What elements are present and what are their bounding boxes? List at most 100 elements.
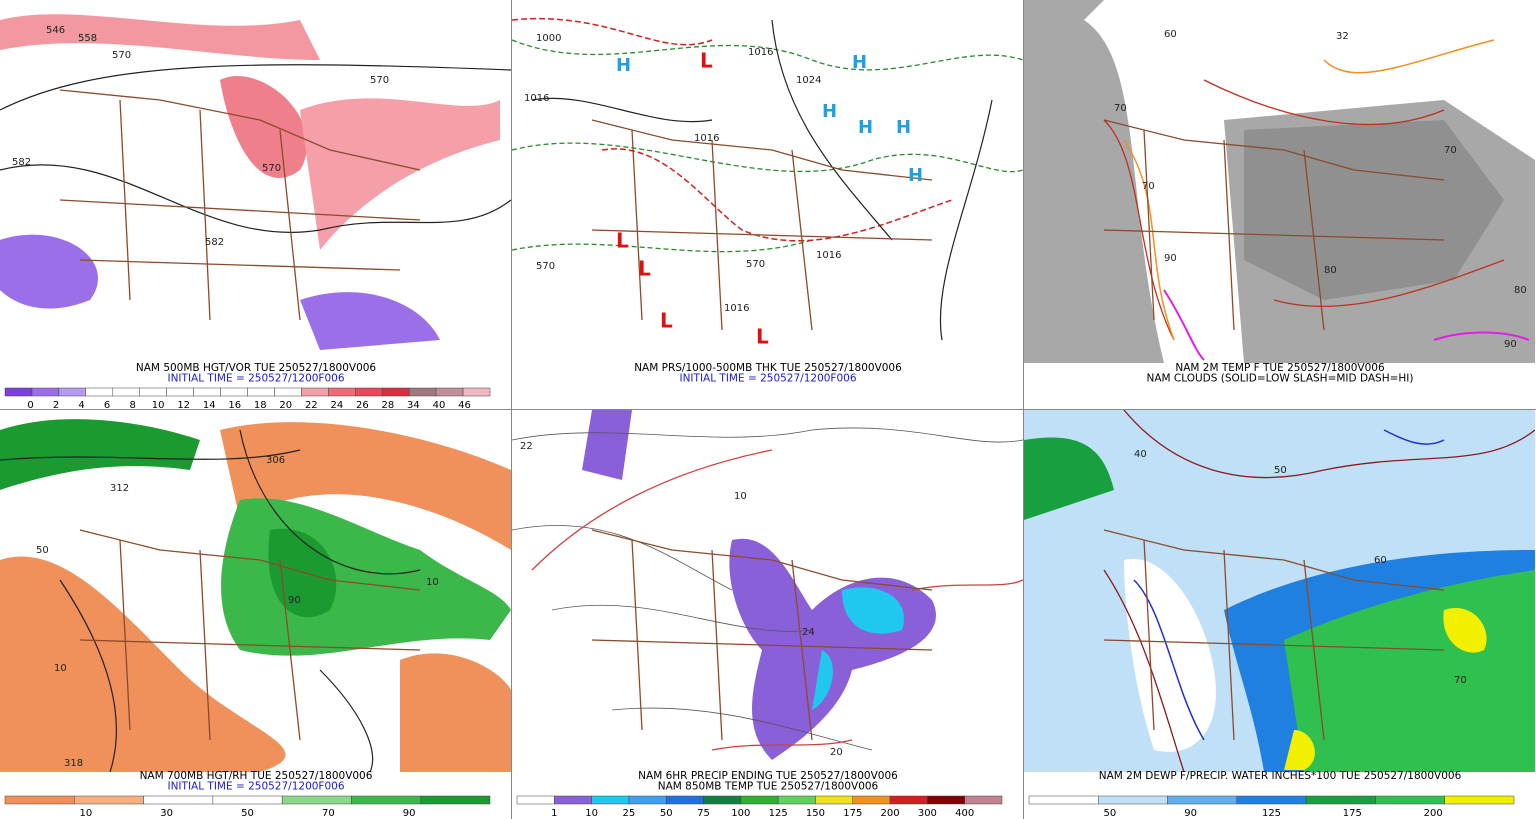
contour	[1133, 429, 1445, 741]
legend-swatch	[143, 795, 214, 805]
legend-label: 175	[843, 808, 862, 819]
vorticity	[300, 98, 500, 250]
map-label: 1016	[724, 303, 749, 314]
legend-label: 20	[279, 400, 292, 409]
clear-area	[1084, 0, 1535, 363]
map-label: 80	[1324, 265, 1337, 276]
map-label: 24	[802, 627, 815, 638]
legend-swatch	[1167, 795, 1238, 805]
panel: 60 70 70 70 80 80 90 90 32 NAM 2M TEMP F…	[1024, 0, 1535, 409]
precip	[812, 587, 904, 710]
legend-swatch	[193, 387, 221, 397]
humidity	[0, 419, 200, 490]
contour	[512, 18, 953, 242]
legend-swatch	[665, 795, 704, 805]
legend-label: 90	[1184, 808, 1197, 819]
legend-swatch	[1236, 795, 1307, 805]
legend-label: 50	[241, 808, 254, 819]
legend-swatch	[964, 795, 1003, 805]
legend-label: 200	[881, 808, 900, 819]
vorticity	[0, 234, 98, 309]
legend-label: 300	[918, 808, 937, 819]
caption: NAM 2M TEMP F TUE 250527/1800V006	[1175, 362, 1385, 374]
map-label: 50	[1274, 465, 1287, 476]
legend-swatch	[516, 795, 555, 805]
map-label: 546	[46, 25, 65, 36]
legend-label: 28	[382, 400, 395, 409]
caption: INITIAL TIME = 250527/1200F006	[167, 373, 344, 385]
legend-swatch	[1098, 795, 1168, 805]
legend-swatch	[740, 795, 779, 805]
map-label: 1016	[748, 47, 773, 58]
map-label: 10	[426, 577, 439, 588]
legend-swatch	[355, 387, 383, 397]
water	[1024, 437, 1114, 520]
legend-label: 12	[177, 400, 190, 409]
legend-label: 150	[806, 808, 825, 819]
map-label: 1024	[796, 75, 821, 86]
caption: INITIAL TIME = 250527/1200F006	[167, 781, 344, 793]
legend-label: 6	[104, 400, 110, 409]
borders	[1103, 529, 1445, 741]
legend-label: 24	[330, 400, 343, 409]
map-label: 70	[1142, 181, 1155, 192]
legend-swatch	[351, 795, 421, 805]
caption: NAM 2M DEWP F/PRECIP. WATER INCHES*100 T…	[1099, 770, 1462, 782]
legend-label: 70	[322, 808, 335, 819]
legend-label: 16	[228, 400, 241, 409]
legend-label: 10	[152, 400, 165, 409]
map-label: 570	[746, 259, 765, 270]
legend-swatch	[815, 795, 854, 805]
humidity	[268, 528, 337, 618]
legend-swatch	[591, 795, 630, 805]
legend-swatch	[212, 795, 283, 805]
legend-swatch	[703, 795, 742, 805]
legend-swatch	[139, 387, 167, 397]
panel: 22 10 20 24 NAM 6HR PRECIP ENDING TUE 25…	[512, 410, 1023, 819]
contour	[1103, 79, 1505, 341]
legend-label: 46	[458, 400, 471, 409]
legend-swatch	[281, 795, 352, 805]
legend-label: 10	[79, 808, 92, 819]
high-marker: H	[822, 101, 837, 122]
vorticity	[300, 292, 440, 350]
contour	[531, 19, 993, 341]
map-label: 558	[78, 33, 97, 44]
high-marker: H	[852, 52, 867, 73]
divider	[0, 409, 1536, 410]
map-label: 1000	[536, 33, 561, 44]
legend-swatch	[220, 387, 248, 397]
borders	[79, 529, 421, 741]
caption: INITIAL TIME = 250527/1200F006	[679, 373, 856, 385]
map-label: 80	[1514, 285, 1527, 296]
map-label: 32	[1336, 31, 1349, 42]
humidity	[220, 422, 511, 550]
legend-label: 14	[203, 400, 216, 409]
map-label: 570	[536, 261, 555, 272]
legend-swatch	[852, 795, 891, 805]
legend-label: 1	[551, 808, 557, 819]
legend-swatch	[554, 795, 592, 805]
legend-label: 75	[697, 808, 710, 819]
map-label: 70	[1114, 103, 1127, 114]
legend-swatch	[31, 387, 60, 397]
map-label: 70	[1454, 675, 1467, 686]
contour	[0, 429, 421, 773]
legend-swatch	[777, 795, 816, 805]
map-label: 1016	[816, 250, 841, 261]
legend-swatch	[58, 387, 87, 397]
legend-swatch	[927, 795, 965, 805]
legend-swatch	[301, 387, 329, 397]
legend-label: 22	[305, 400, 318, 409]
map-label: 570	[112, 50, 131, 61]
map-label: 20	[830, 747, 843, 758]
low-marker: L	[756, 325, 769, 349]
map-label: 90	[1164, 253, 1177, 264]
legend-label: 200	[1424, 808, 1443, 819]
contour	[1163, 289, 1530, 361]
legend-swatch	[435, 387, 464, 397]
legend-swatch	[4, 795, 75, 805]
legend-swatch	[889, 795, 928, 805]
high-marker: H	[908, 165, 923, 186]
borders	[1103, 119, 1445, 331]
